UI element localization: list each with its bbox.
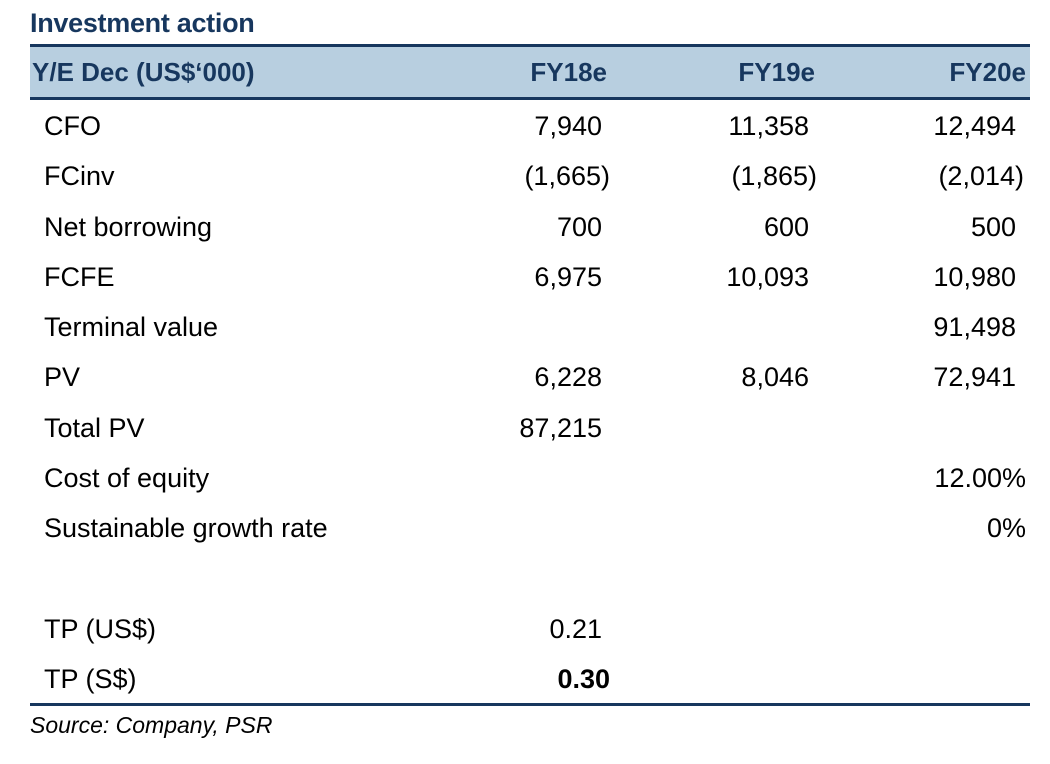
row-label: Net borrowing [44, 211, 213, 242]
table-row: Terminal value 91,498 [30, 301, 1030, 351]
table-row: PV 6,228 8,046 72,941 [30, 351, 1030, 401]
row-label: Sustainable growth rate [44, 513, 328, 544]
row-value-fy20e: 72,941 [933, 362, 1016, 393]
source-note: Source: Company, PSR [30, 712, 273, 738]
header-fy18e: FY18e [530, 57, 607, 87]
table-row: Total PV 87,215 [30, 402, 1030, 452]
row-label: FCinv [44, 161, 115, 192]
row-label: Terminal value [44, 312, 219, 343]
row-value-fy18e: 87,215 [519, 412, 602, 443]
table-row: FCFE 6,975 10,093 10,980 [30, 251, 1030, 301]
row-value-fy20e: 12,494 [933, 111, 1016, 141]
row-value-fy18e: (1,665) [524, 161, 610, 192]
target-price-value: 0.21 [549, 613, 602, 644]
header-fy19e: FY19e [738, 57, 815, 87]
table-bottom-rule [30, 703, 1030, 707]
row-value-fy19e: 600 [763, 211, 809, 242]
row-value-fy18e: 6,228 [534, 362, 602, 393]
row-value-fy19e: 10,093 [726, 261, 809, 292]
table-title: Investment action [30, 8, 255, 38]
row-label: TP (US$) [44, 613, 157, 644]
row-value-fy20e: 500 [970, 211, 1016, 242]
investment-action-table: Y/E Dec (US$‘000) FY18e FY19e FY20e CFO … [30, 44, 1030, 707]
row-value-fy19e: 8,046 [741, 362, 809, 393]
row-value-fy20e: 0% [986, 513, 1026, 544]
target-price-value: 0.30 [557, 663, 610, 694]
row-label: Cost of equity [44, 463, 210, 494]
table-row: FCinv (1,665) (1,865) (2,014) [30, 150, 1030, 200]
table-row: Sustainable growth rate 0% [30, 502, 1030, 552]
row-value-fy18e: 700 [556, 211, 602, 242]
table-row: Cost of equity 12.00% [30, 452, 1030, 502]
row-label: FCFE [44, 261, 115, 292]
table-body: CFO 7,940 11,358 12,494 FCinv (1,665) (1… [30, 100, 1030, 703]
header-fy20e: FY20e [949, 57, 1026, 87]
row-value-fy19e: (1,865) [731, 161, 817, 192]
target-price-row: TP (US$) 0.21 [30, 603, 1030, 653]
header-label: Y/E Dec (US$‘000) [32, 57, 255, 87]
target-price-row: TP (S$) 0.30 [30, 653, 1030, 703]
row-label: CFO [44, 111, 101, 141]
table-spacer [30, 553, 1030, 603]
row-label: Total PV [44, 412, 145, 443]
row-value-fy20e: 12.00% [934, 463, 1026, 494]
table-row: Net borrowing 700 600 500 [30, 201, 1030, 251]
row-label: PV [44, 362, 81, 393]
table-header-row: Y/E Dec (US$‘000) FY18e FY19e FY20e [30, 47, 1030, 100]
row-value-fy18e: 7,940 [534, 111, 602, 141]
table-top-rule [30, 44, 1030, 47]
row-label: TP (S$) [44, 663, 137, 694]
table-row: CFO 7,940 11,358 12,494 [30, 100, 1030, 150]
row-value-fy20e: (2,014) [938, 161, 1024, 192]
row-value-fy19e: 11,358 [728, 111, 809, 141]
row-value-fy18e: 6,975 [534, 261, 602, 292]
row-value-fy20e: 91,498 [933, 312, 1016, 343]
row-value-fy20e: 10,980 [933, 261, 1016, 292]
